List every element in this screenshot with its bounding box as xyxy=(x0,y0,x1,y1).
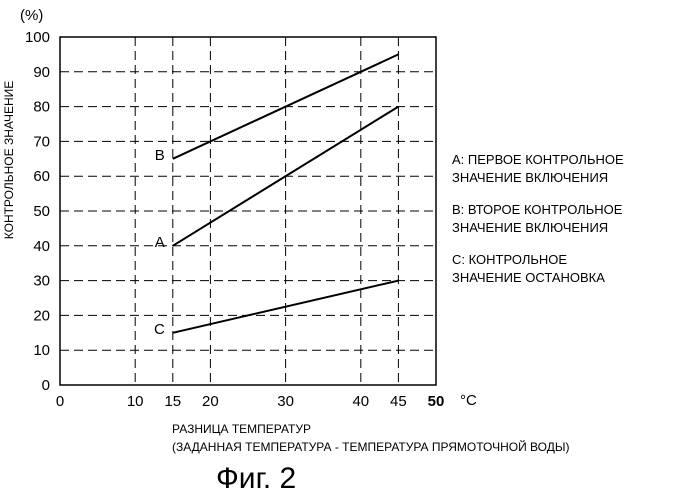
tick-labels: 0 10 20 30 40 50 60 70 80 90 100 0 10 15 20 30 40 45 50 xyxy=(25,29,444,410)
legend: A: ПЕРВОЕ КОНТРОЛЬНОЕ ЗНАЧЕНИЕ ВКЛЮЧЕНИЯ… xyxy=(452,152,624,285)
series-lines: A B C xyxy=(154,54,398,337)
grid-lines xyxy=(60,37,436,385)
x-axis-title: РАЗНИЦА ТЕМПЕРАТУР xyxy=(172,422,311,436)
legend-a-line1: A: ПЕРВОЕ КОНТРОЛЬНОЕ xyxy=(452,152,624,167)
x-unit-label: °C xyxy=(460,392,477,409)
x-tick-45: 45 xyxy=(390,393,407,410)
legend-c-line2: ЗНАЧЕНИЕ ОСТАНОВКА xyxy=(452,270,605,285)
legend-b-line2: ЗНАЧЕНИЕ ВКЛЮЧЕНИЯ xyxy=(452,220,608,235)
y-tick-40: 40 xyxy=(33,238,50,255)
y-tick-0: 0 xyxy=(42,377,50,394)
legend-b-line1: B: ВТОРОЕ КОНТРОЛЬНОЕ xyxy=(452,202,623,217)
x-tick-20: 20 xyxy=(202,393,219,410)
legend-c-line1: C: КОНТРОЛЬНОЕ xyxy=(452,252,567,267)
x-tick-50: 50 xyxy=(428,393,445,410)
y-tick-60: 60 xyxy=(33,168,50,185)
y-tick-70: 70 xyxy=(33,133,50,150)
figure-caption: Фиг. 2 xyxy=(216,462,296,495)
series-label-c: C xyxy=(154,321,165,338)
y-tick-80: 80 xyxy=(33,99,50,116)
y-tick-20: 20 xyxy=(33,307,50,324)
x-axis-subtitle: (ЗАДАННАЯ ТЕМПЕРАТУРА - ТЕМПЕРАТУРА ПРЯМ… xyxy=(172,439,569,454)
x-tick-15: 15 xyxy=(164,393,181,410)
series-label-b: B xyxy=(155,147,165,164)
x-tick-40: 40 xyxy=(352,393,369,410)
y-tick-100: 100 xyxy=(25,29,50,46)
y-tick-50: 50 xyxy=(33,203,50,220)
y-unit-label: (%) xyxy=(20,7,43,24)
y-tick-90: 90 xyxy=(33,64,50,81)
y-tick-30: 30 xyxy=(33,273,50,290)
x-tick-0: 0 xyxy=(56,393,64,410)
x-tick-30: 30 xyxy=(277,393,294,410)
y-tick-10: 10 xyxy=(33,342,50,359)
y-axis-title: КОНТРОЛЬНОЕ ЗНАЧЕНИЕ xyxy=(2,81,16,240)
legend-a-line2: ЗНАЧЕНИЕ ВКЛЮЧЕНИЯ xyxy=(452,170,608,185)
series-label-a: A xyxy=(155,234,165,251)
x-tick-10: 10 xyxy=(127,393,144,410)
